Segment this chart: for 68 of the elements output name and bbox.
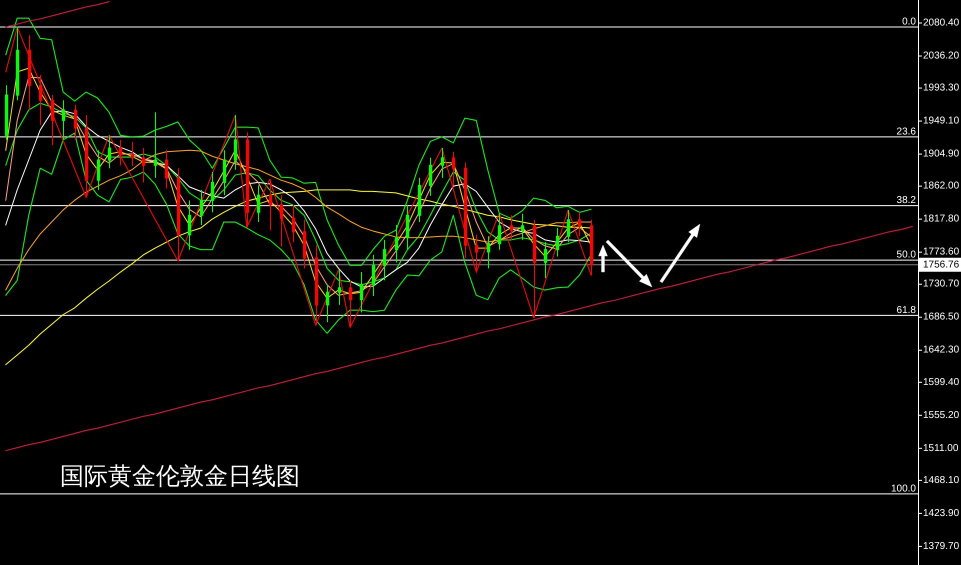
candlestick: [382, 239, 386, 281]
y-tick-label: 1993.30: [923, 82, 960, 94]
candlestick: [520, 213, 524, 240]
candlestick: [440, 148, 444, 178]
ref-line-label: 1756.76: [923, 259, 960, 270]
y-tick-label: 2036.20: [923, 50, 960, 62]
candlestick: [280, 194, 284, 248]
annotation: 50.0: [896, 250, 916, 261]
candlestick: [164, 150, 168, 189]
candlestick: [130, 142, 134, 166]
line-series: [5, 26, 592, 328]
text: 国际黄金伦敦金日线图: [60, 463, 300, 490]
candlestick: [578, 212, 582, 237]
candlestick: [118, 139, 122, 166]
candlestick: [474, 234, 478, 273]
line-series: [5, 18, 592, 266]
candlestick: [428, 157, 432, 196]
candlestick: [510, 214, 514, 240]
candlestick: [96, 150, 100, 190]
y-tick-label: 1730.70: [923, 278, 960, 290]
candlestick: [142, 148, 146, 183]
y-tick-label: 1773.60: [923, 246, 960, 258]
line-series: [5, 189, 592, 366]
y-tick-label: 1468.10: [923, 474, 960, 486]
candlestick: [566, 210, 570, 243]
annotation: 38.2: [896, 195, 916, 206]
line-series: [5, 1, 110, 28]
candlestick: [292, 204, 296, 243]
y-tick-label: 1686.50: [923, 312, 960, 323]
candlestick: [406, 204, 410, 250]
candlestick: [498, 212, 502, 250]
annotation: 100.0: [890, 483, 916, 494]
annotation: 23.6: [896, 126, 916, 138]
candlestick: [200, 189, 204, 226]
candlestick: [544, 242, 548, 279]
candlestick: [556, 227, 560, 257]
candlestick: [302, 219, 306, 269]
y-tick-label: 1599.40: [923, 376, 960, 388]
y-tick-label: 2080.40: [923, 18, 960, 29]
candlestick: [268, 178, 272, 231]
y-tick-label: 1379.70: [923, 540, 960, 552]
candlestick: [74, 104, 78, 140]
candlestick: [108, 134, 112, 169]
candlestick: [38, 74, 42, 126]
candlestick: [234, 114, 238, 170]
candlestick: [532, 219, 536, 318]
candlestick: [256, 184, 260, 222]
y-tick-label: 1904.90: [923, 148, 960, 160]
line-series: [5, 150, 592, 290]
candlestick: [50, 94, 54, 146]
candlestick: [210, 171, 214, 213]
candlestick: [188, 200, 192, 250]
y-tick-label: 1423.90: [923, 508, 960, 519]
y-tick-label: 1642.30: [923, 344, 960, 356]
candlestick: [154, 112, 158, 178]
annotation: 0.0: [902, 16, 916, 28]
candlestick: [326, 284, 330, 323]
y-tick-label: 1817.80: [923, 214, 960, 225]
annotation: 61.8: [896, 304, 916, 316]
candlestick: [394, 224, 398, 263]
y-tick-label: 1862.00: [923, 180, 960, 192]
candlestick: [222, 150, 226, 196]
candlestick: [452, 151, 456, 186]
y-tick-label: 1949.10: [923, 116, 960, 127]
y-tick-label: 1555.20: [923, 410, 960, 421]
candlestick: [486, 236, 490, 269]
candlestick: [28, 34, 32, 110]
y-tick-label: 1511.00: [923, 442, 959, 454]
